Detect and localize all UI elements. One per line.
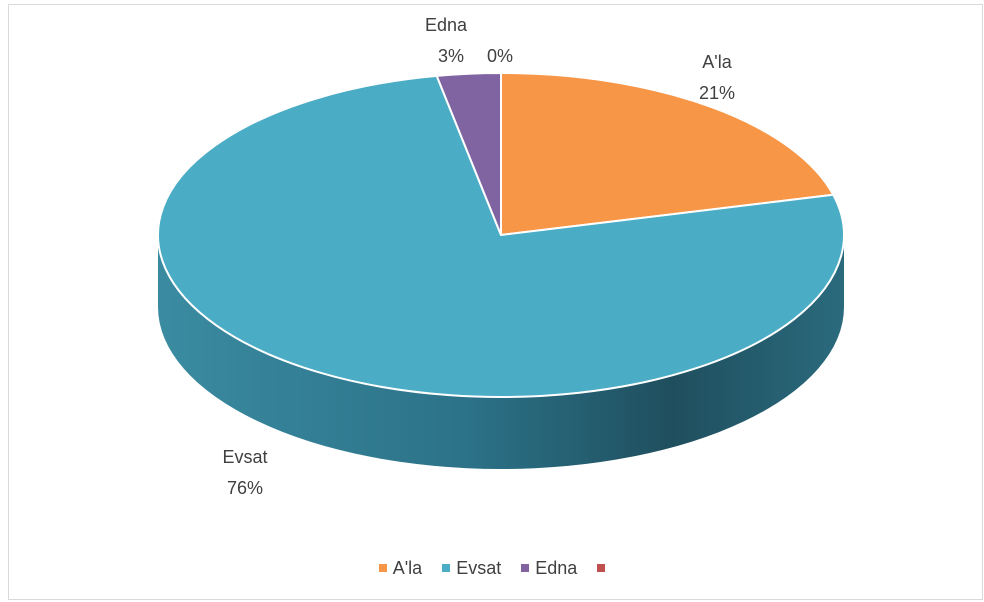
pie-side-wall [158, 235, 844, 469]
data-label-value: 3% [438, 46, 464, 66]
legend-item: A'la [378, 557, 423, 579]
pie-slice-a-la [500, 71, 835, 237]
data-label-value: 21% [699, 83, 735, 103]
data-label-a-la: A'la 21% [699, 52, 735, 103]
data-label-value: 0% [487, 46, 513, 66]
legend-swatch [521, 564, 530, 572]
legend-label: Edna [535, 557, 578, 578]
legend-swatch [597, 564, 606, 572]
pie-labels: A'la 21% Evsat 76% Edna 3% 0% [222, 15, 735, 498]
legend: A'la Evsat Edna [0, 556, 984, 580]
legend-swatch [378, 564, 387, 572]
legend-label: Evsat [456, 557, 502, 578]
legend-label: A'la [392, 557, 423, 578]
pie-slice-evsat [157, 74, 845, 398]
pie-side [158, 235, 844, 469]
data-label-unnamed: 0% [487, 46, 513, 66]
data-label-category: A'la [702, 52, 732, 72]
data-label-category: Edna [425, 15, 468, 35]
data-label-edna: Edna 3% [425, 15, 468, 66]
data-label-value: 76% [227, 478, 263, 498]
legend-item [597, 564, 606, 572]
legend-item: Evsat [442, 558, 501, 579]
data-label-category: Evsat [222, 447, 267, 467]
legend-swatch [442, 564, 451, 572]
pie-top [157, 71, 845, 398]
legend-item: Edna [521, 558, 577, 579]
data-label-evsat: Evsat 76% [222, 447, 267, 498]
